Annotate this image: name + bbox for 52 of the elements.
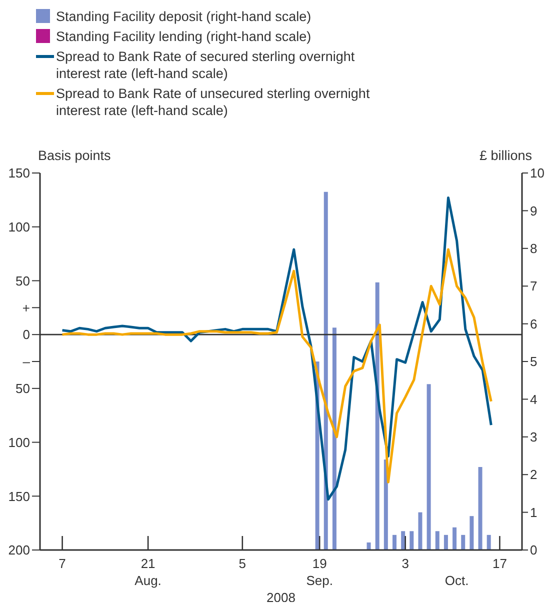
y2-tick-label: 3 xyxy=(530,430,538,445)
bar xyxy=(332,328,336,550)
y-tick-label: + xyxy=(22,300,30,316)
x-tick-label: 21 xyxy=(140,556,156,571)
y-axis-title: Basis points xyxy=(38,148,111,165)
y2-tick-label: 9 xyxy=(530,203,538,218)
y2-tick-label: 0 xyxy=(530,542,538,558)
y-tick-label: 50 xyxy=(16,273,30,288)
y2-tick-label: 5 xyxy=(530,354,538,370)
y-tick-label: 50 xyxy=(16,381,30,396)
y2-tick-label: 4 xyxy=(530,392,538,407)
y-tick-label: 150 xyxy=(8,488,30,504)
x-axis-title: 2008 xyxy=(266,590,296,605)
bar xyxy=(324,192,328,550)
text: Aug. xyxy=(134,573,162,588)
legend-label: Standing Facility deposit (right-hand scale) xyxy=(56,8,312,25)
bar xyxy=(478,467,482,550)
legend-label: Standing Facility lending (right-hand scale) xyxy=(56,28,312,45)
y-tick-label: 200 xyxy=(8,542,30,558)
bar xyxy=(392,534,396,550)
y2-tick-label: 2 xyxy=(530,467,538,482)
x-tick-label: 5 xyxy=(238,556,246,571)
y2-tick-label: 7 xyxy=(530,278,538,294)
y-tick-label: 100 xyxy=(8,219,30,234)
bar xyxy=(470,516,474,550)
x-tick-label: 7 xyxy=(58,556,66,571)
bar xyxy=(410,531,414,550)
x-tick-label: 3 xyxy=(402,556,409,571)
x-tick-label: 17 xyxy=(492,556,507,571)
x-tick-label: 19 xyxy=(312,556,327,571)
line-series xyxy=(61,248,492,484)
y-tick-label: 100 xyxy=(8,434,30,450)
text: Oct. xyxy=(444,573,469,588)
y-tick-label: 150 xyxy=(8,166,30,181)
bar xyxy=(486,534,491,550)
legend-label: Spread to Bank Rate of unsecured sterling overnight interest rate (left-hand scale) xyxy=(56,85,371,119)
bar xyxy=(452,527,457,550)
y2-tick-label: 10 xyxy=(530,166,544,181)
y-tick-label: 0 xyxy=(22,327,30,342)
y2-axis-title: £ billions xyxy=(479,148,532,163)
bar xyxy=(418,512,422,550)
bar xyxy=(426,384,431,550)
y2-tick-label: 1 xyxy=(530,504,538,520)
y2-tick-label: 6 xyxy=(530,316,538,332)
y2-tick-label: 8 xyxy=(530,241,538,256)
bar xyxy=(435,531,440,550)
y-tick-label: – xyxy=(22,354,31,370)
bar xyxy=(444,534,448,550)
legend-label: Spread to Bank Rate of secured sterling overnight interest rate (left-hand scale) xyxy=(56,48,356,82)
text: Sep. xyxy=(306,573,333,588)
bar xyxy=(366,542,371,550)
bar xyxy=(461,534,466,550)
